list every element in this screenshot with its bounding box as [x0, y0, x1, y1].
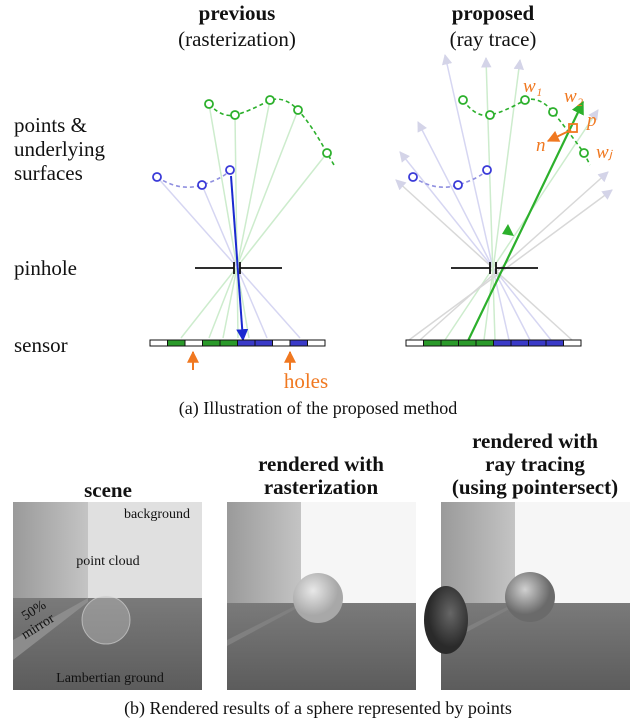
- weight-label: wⱼ: [596, 142, 614, 163]
- surface-curve: [157, 170, 230, 187]
- point: [454, 181, 462, 189]
- row-label: surfaces: [14, 161, 83, 185]
- sensor-cell: [459, 340, 477, 346]
- row-label: pinhole: [14, 256, 77, 280]
- sensor-cell: [168, 340, 186, 346]
- point: [580, 149, 588, 157]
- caption: (b) Rendered results of a sphere represe…: [124, 698, 512, 719]
- column-title: previous: [199, 1, 276, 25]
- weight-label: w₂: [564, 86, 584, 107]
- ray: [396, 180, 572, 340]
- sensor-cell: [238, 340, 256, 346]
- points: [409, 96, 588, 189]
- scene-label: point cloud: [76, 554, 139, 569]
- sensor-cell: [150, 340, 168, 346]
- sensor-cell: [564, 340, 582, 346]
- scene-image: background point cloud 50% mirror Lamber…: [13, 502, 202, 690]
- ray: [202, 185, 267, 338]
- ray: [209, 104, 249, 338]
- sensor: [150, 340, 325, 346]
- column-title: rasterization: [264, 475, 379, 499]
- point: [231, 111, 239, 119]
- figure: previous (rasterization) proposed (ray t…: [0, 0, 637, 719]
- sensor-cell: [546, 340, 564, 346]
- sensor-cell: [273, 340, 291, 346]
- column-title: proposed: [452, 1, 535, 25]
- row-label: points &: [14, 113, 87, 137]
- sphere: [293, 573, 343, 623]
- sphere: [82, 596, 130, 644]
- holes-label: holes: [284, 369, 328, 393]
- column-title: rendered with: [472, 429, 598, 453]
- sensor-cell: [203, 340, 221, 346]
- ray: [400, 152, 551, 340]
- column-title: ray tracing: [485, 452, 585, 476]
- sensor-cell: [494, 340, 512, 346]
- point: [323, 149, 331, 157]
- ray: [445, 55, 509, 340]
- point: [205, 100, 213, 108]
- scene-label: background: [124, 507, 190, 522]
- ray: [209, 110, 298, 338]
- column-title: scene: [84, 478, 132, 502]
- point-label: p: [585, 110, 597, 131]
- column-title: (using pointersect): [452, 475, 618, 499]
- column-title: rendered with: [258, 452, 384, 476]
- wall: [13, 502, 88, 602]
- sensor: [406, 340, 581, 346]
- weight-label: w₁: [523, 76, 542, 97]
- point: [266, 96, 274, 104]
- sensor-cell: [308, 340, 326, 346]
- point: [549, 108, 557, 116]
- ray: [486, 58, 495, 340]
- row-label: underlying: [14, 137, 105, 161]
- point: [294, 106, 302, 114]
- sensor-cell: [476, 340, 494, 346]
- sensor-cell: [290, 340, 308, 346]
- reflection: [424, 586, 468, 654]
- point: [153, 173, 161, 181]
- wall: [227, 502, 301, 606]
- normal-label: n: [536, 135, 546, 156]
- point: [486, 111, 494, 119]
- ray: [409, 190, 612, 340]
- ray-arrowhead: [502, 224, 514, 236]
- sensor-cell: [406, 340, 424, 346]
- ray: [420, 172, 608, 340]
- sensor-cell: [424, 340, 442, 346]
- point: [409, 173, 417, 181]
- column-subtitle: (ray trace): [450, 27, 537, 51]
- sensor-cell: [511, 340, 529, 346]
- raster-image: [227, 502, 416, 690]
- point: [226, 166, 234, 174]
- points: [153, 96, 331, 189]
- raytrace-image: [424, 502, 630, 690]
- ray: [223, 100, 270, 338]
- scene-label: Lambertian ground: [56, 671, 164, 686]
- point: [483, 166, 491, 174]
- faint-rays: [157, 100, 327, 338]
- sensor-cell: [441, 340, 459, 346]
- sensor-cell: [255, 340, 273, 346]
- point: [198, 181, 206, 189]
- sensor-cell: [220, 340, 238, 346]
- sensor-cell: [529, 340, 547, 346]
- row-label: sensor: [14, 333, 68, 357]
- column-subtitle: (rasterization): [178, 27, 296, 51]
- sensor-cell: [185, 340, 203, 346]
- sphere: [505, 572, 555, 622]
- ray: [418, 122, 530, 340]
- ray: [445, 110, 598, 340]
- caption: (a) Illustration of the proposed method: [179, 398, 457, 419]
- point: [459, 96, 467, 104]
- surface-curve: [209, 99, 334, 165]
- point: [521, 96, 529, 104]
